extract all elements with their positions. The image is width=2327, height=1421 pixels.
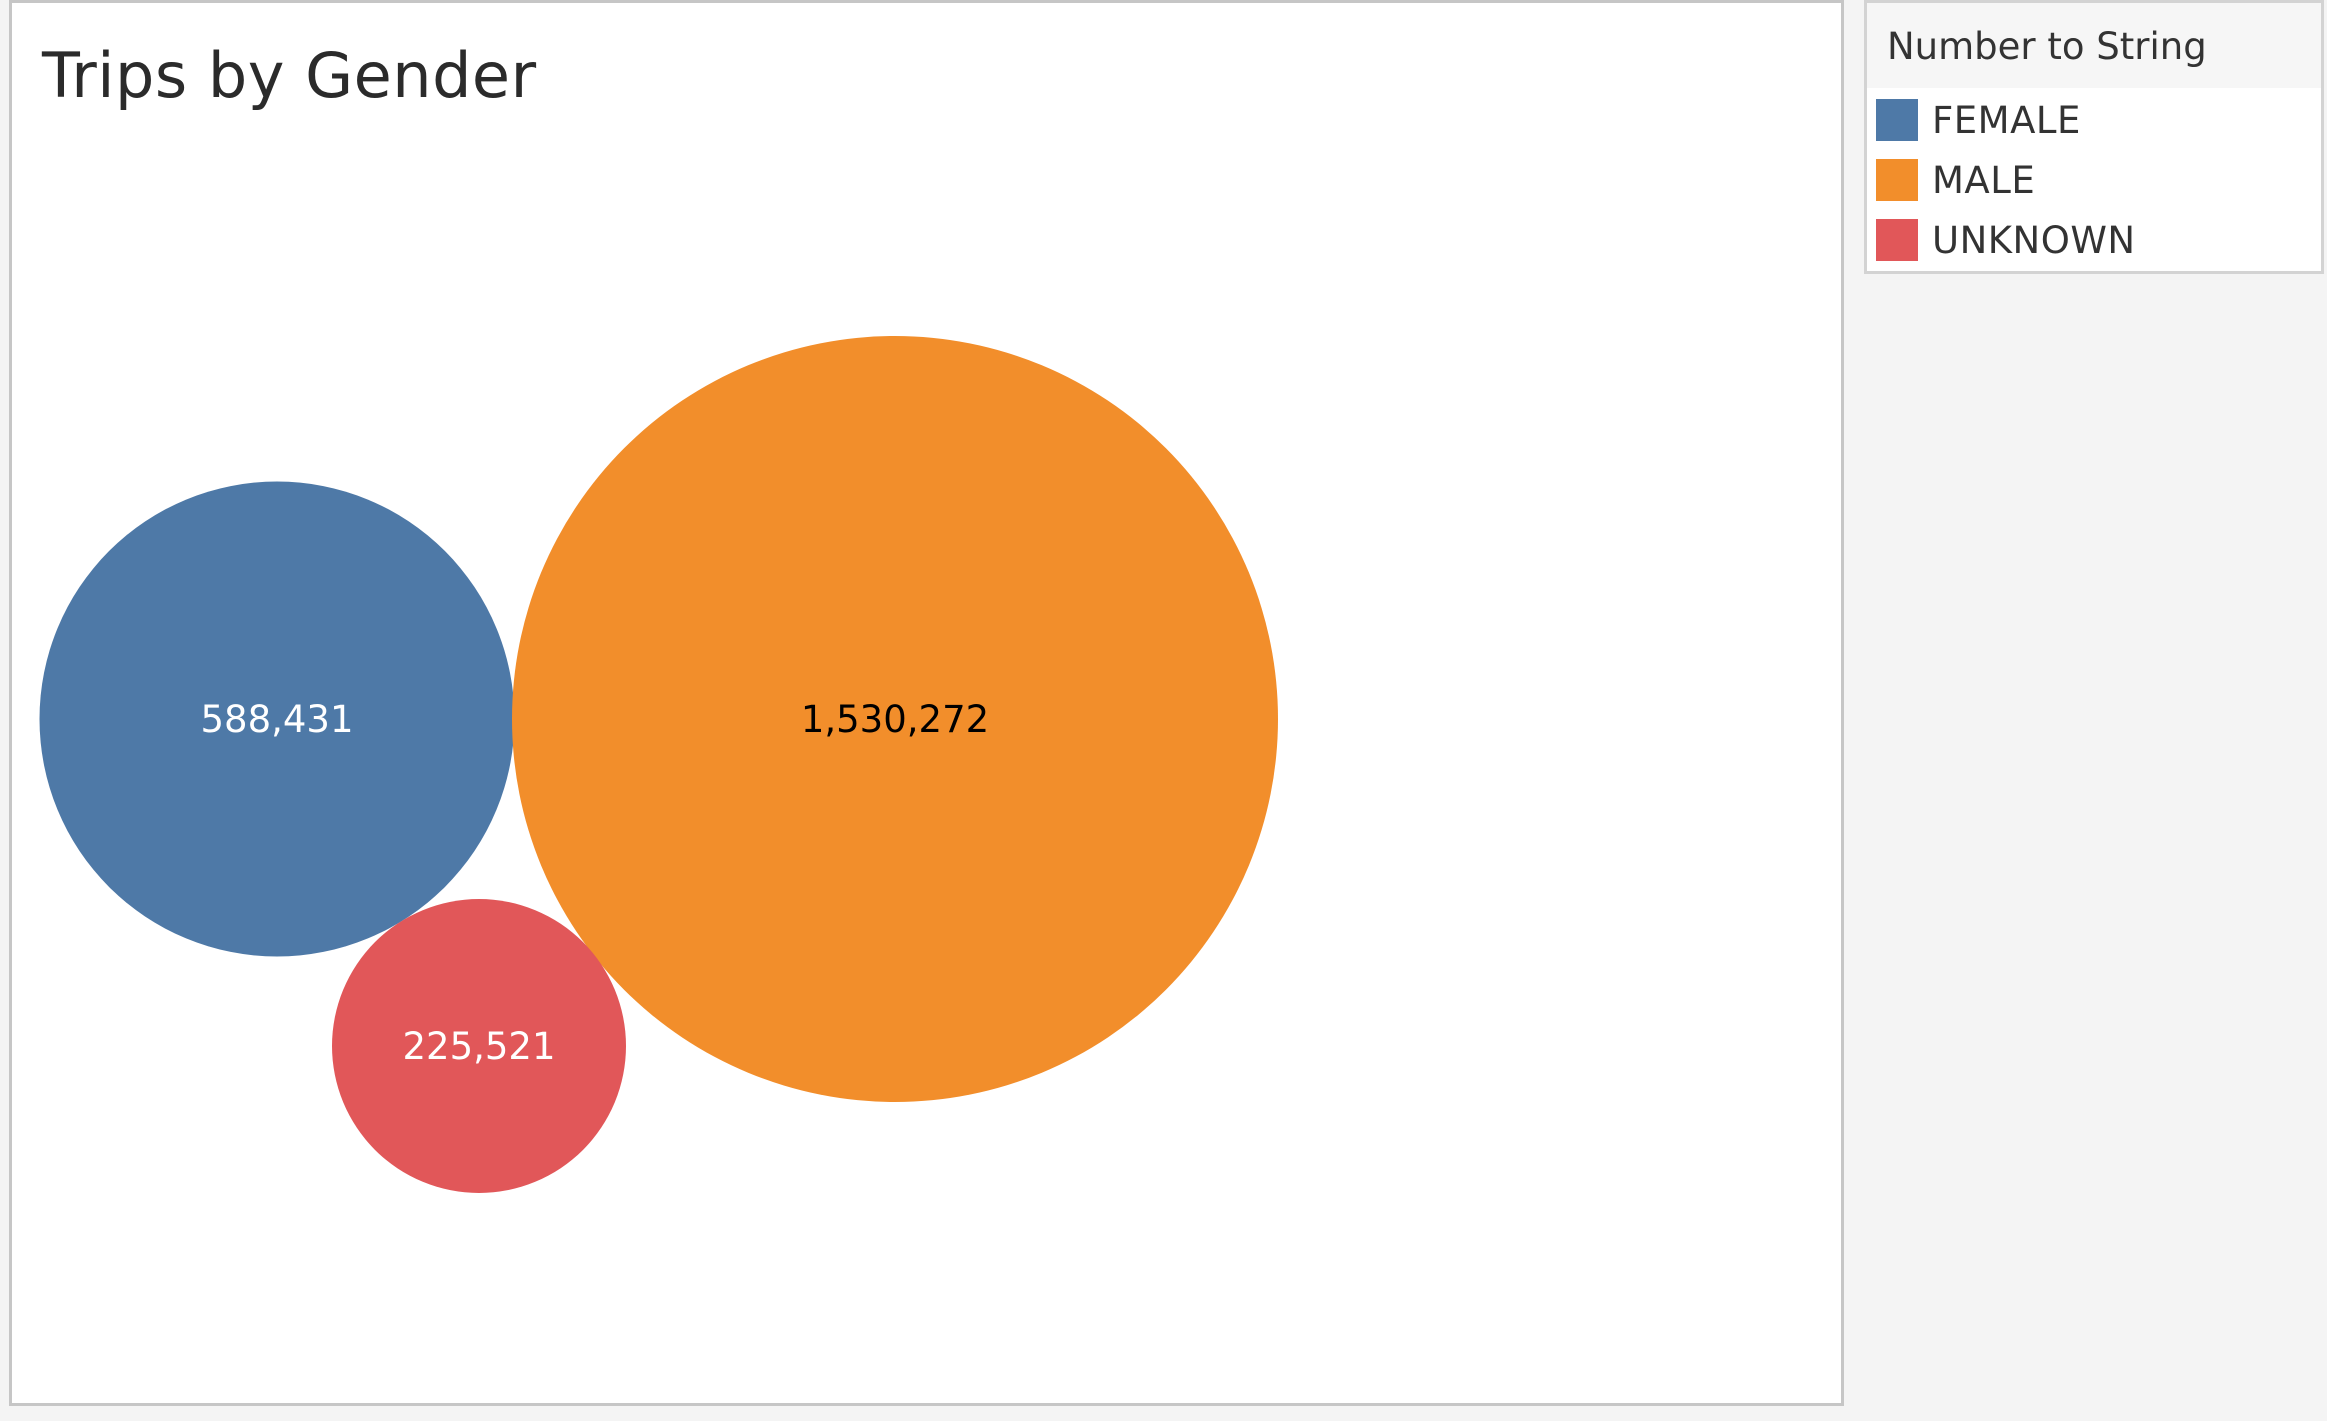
bubble-unknown[interactable] <box>332 899 626 1193</box>
legend-swatch-unknown <box>1876 219 1918 261</box>
legend-item-unknown[interactable]: UNKNOWN <box>1876 219 2316 263</box>
legend-label-unknown: UNKNOWN <box>1932 219 2136 262</box>
legend-item-female[interactable]: FEMALE <box>1876 99 2316 143</box>
bubble-female[interactable] <box>39 481 515 957</box>
legend-swatch-female <box>1876 99 1918 141</box>
legend-title: Number to String <box>1887 25 2207 68</box>
legend-label-female: FEMALE <box>1932 99 2081 142</box>
bubble-male[interactable] <box>512 336 1278 1102</box>
bubble-label-male: 1,530,272 <box>801 698 989 741</box>
legend-header: Number to String <box>1867 3 2321 88</box>
legend-swatch-male <box>1876 159 1918 201</box>
bubble-plot: 588,431 1,530,272 225,521 <box>39 336 1278 1193</box>
legend: Number to String FEMALE MALE UNKNOWN <box>1864 0 2324 274</box>
legend-item-male[interactable]: MALE <box>1876 159 2316 203</box>
bubble-label-unknown: 225,521 <box>402 1025 555 1068</box>
legend-label-male: MALE <box>1932 159 2036 202</box>
chart-title: Trips by Gender <box>42 39 537 112</box>
chart-panel: Trips by Gender 588,431 1,530,272 225,521 <box>9 0 1844 1406</box>
bubble-label-female: 588,431 <box>200 698 353 741</box>
